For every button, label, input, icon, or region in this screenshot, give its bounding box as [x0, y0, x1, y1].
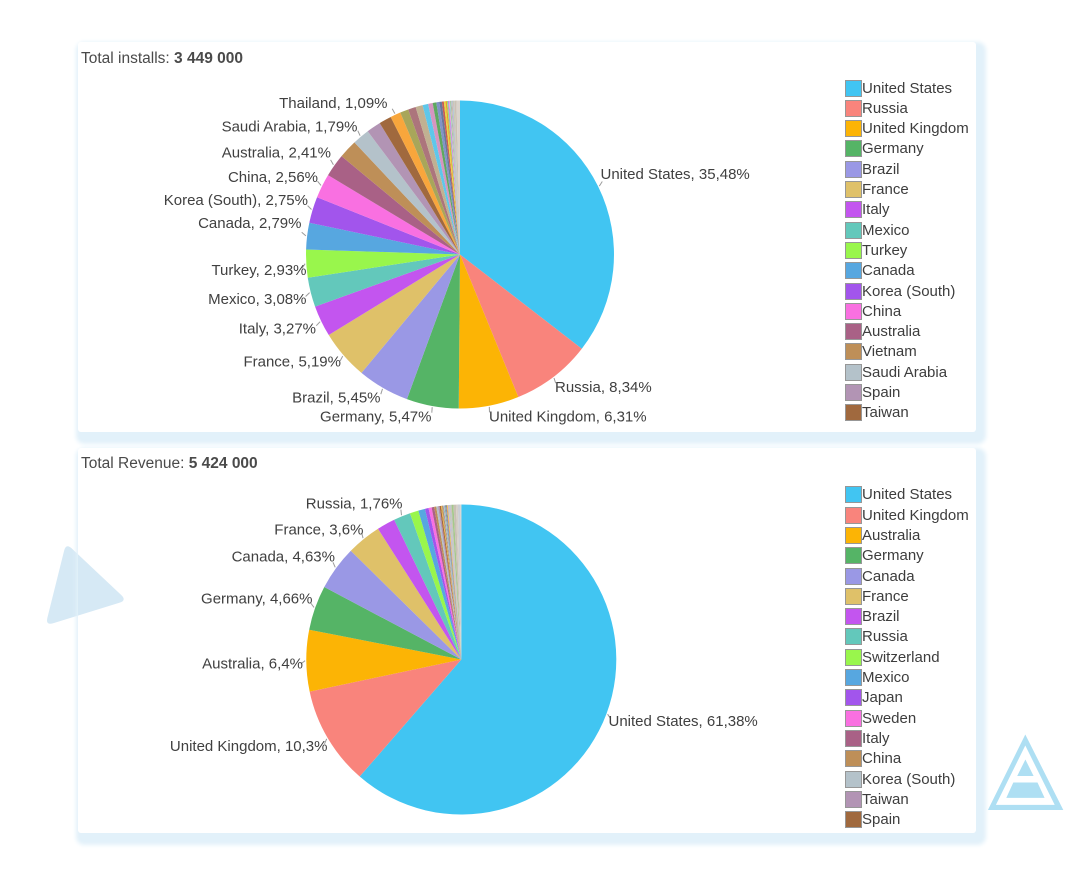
- svg-text:United States, 61,38%: United States, 61,38%: [609, 713, 758, 730]
- svg-text:France, 3,6%: France, 3,6%: [274, 522, 363, 539]
- svg-text:Australia, 2,41%: Australia, 2,41%: [222, 145, 331, 162]
- svg-text:United Kingdom, 6,31%: United Kingdom, 6,31%: [489, 409, 647, 426]
- svg-text:Russia, 1,76%: Russia, 1,76%: [306, 496, 403, 513]
- svg-text:Germany, 4,66%: Germany, 4,66%: [201, 591, 312, 608]
- svg-text:Canada, 2,79%: Canada, 2,79%: [198, 215, 301, 232]
- svg-text:France, 5,19%: France, 5,19%: [243, 354, 341, 371]
- svg-text:Korea (South), 2,75%: Korea (South), 2,75%: [164, 192, 308, 209]
- svg-text:United Kingdom, 10,3%: United Kingdom, 10,3%: [170, 738, 328, 755]
- svg-text:Saudi Arabia, 1,79%: Saudi Arabia, 1,79%: [222, 119, 358, 136]
- svg-text:Italy, 3,27%: Italy, 3,27%: [239, 321, 316, 338]
- svg-text:Mexico, 3,08%: Mexico, 3,08%: [208, 291, 306, 308]
- svg-text:Turkey, 2,93%: Turkey, 2,93%: [211, 262, 306, 279]
- svg-text:Germany, 5,47%: Germany, 5,47%: [320, 409, 431, 426]
- svg-text:Australia, 6,4%: Australia, 6,4%: [202, 656, 303, 673]
- svg-text:Thailand, 1,09%: Thailand, 1,09%: [279, 95, 387, 112]
- svg-text:Brazil, 5,45%: Brazil, 5,45%: [292, 390, 380, 407]
- svg-text:United States, 35,48%: United States, 35,48%: [601, 166, 750, 183]
- svg-text:Russia, 8,34%: Russia, 8,34%: [555, 379, 652, 396]
- svg-text:China, 2,56%: China, 2,56%: [228, 169, 318, 186]
- svg-text:Canada, 4,63%: Canada, 4,63%: [232, 549, 335, 566]
